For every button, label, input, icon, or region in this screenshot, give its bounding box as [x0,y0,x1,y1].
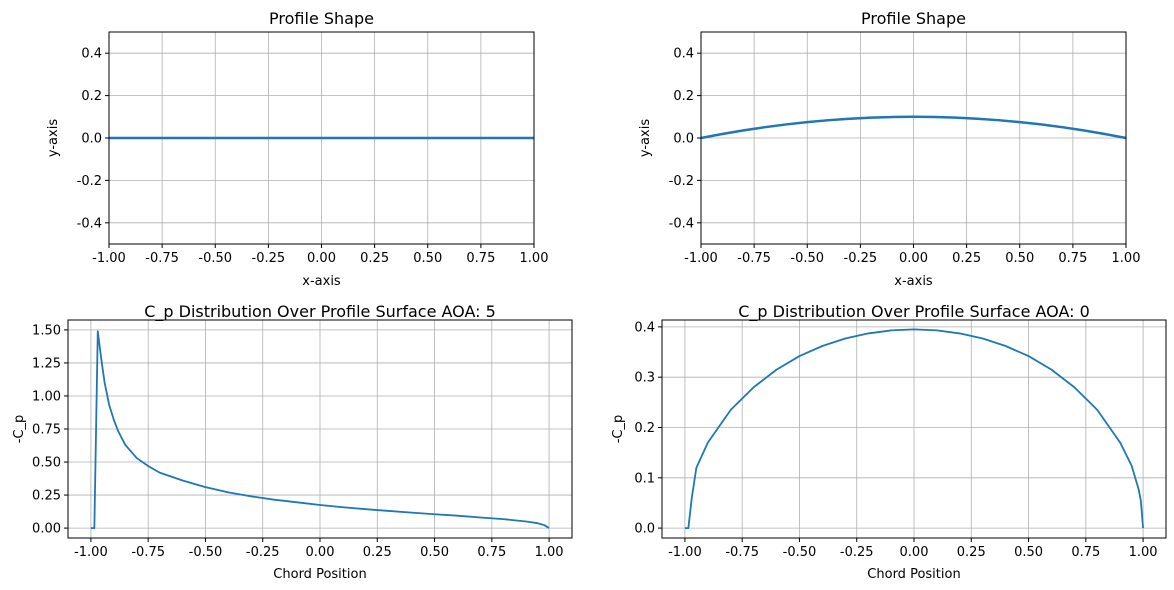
x-tick-label: 1.00 [1129,545,1158,560]
x-axis-label: Chord Position [867,567,960,582]
y-tick-label: 0.00 [32,522,61,537]
y-tick-label: -0.2 [669,174,694,189]
y-tick-label: 0.0 [81,132,102,147]
x-tick-label: -0.75 [725,545,759,560]
y-tick-label: -0.4 [77,216,102,231]
x-tick-label: 0.50 [420,545,449,560]
y-tick-label: 0.1 [634,471,655,486]
x-tick-label: 1.00 [520,251,549,266]
y-tick-label: 0.2 [634,421,655,436]
x-tick-label: 0.00 [306,545,335,560]
y-tick-label: 0.0 [673,132,694,147]
x-tick-label: 0.00 [899,251,928,266]
x-tick-label: 0.00 [900,545,929,560]
x-tick-label: -0.50 [198,251,232,266]
x-tick-label: -0.25 [252,251,286,266]
x-tick-label: 0.25 [957,545,986,560]
x-tick-label: -0.50 [783,545,817,560]
y-tick-label: 0.0 [634,522,655,537]
subplot-profile-shape-cambered: -1.00 -0.75 -0.50 -0.25 0.00 0.25 0.50 0.75 1.00… [638,9,1140,289]
x-tick-label: 1.00 [535,545,564,560]
series-line-0 [700,115,1127,140]
x-tick-label: -0.75 [145,251,179,266]
x-tick-label: 0.75 [466,251,495,266]
y-tick-label: 0.4 [634,320,655,335]
y-tick-label: 0.2 [673,89,694,104]
y-tick-label: 0.25 [32,489,61,504]
x-tick-label: 0.25 [952,251,981,266]
x-tick-label: -0.50 [790,251,824,266]
x-tick-label: 0.50 [413,251,442,266]
chart-title: C_p Distribution Over Profile Surface AO… [738,302,1090,322]
y-tick-label: 0.4 [673,47,694,62]
y-tick-label: 0.2 [81,89,102,104]
y-tick-label: 1.50 [32,323,61,338]
series-line-0 [684,328,1144,529]
axes-frame [108,31,535,245]
x-tick-label: -1.00 [92,251,126,266]
x-tick-label: -0.25 [840,545,874,560]
y-tick-label: 1.00 [32,389,61,404]
y-tick-label: 0.50 [32,456,61,471]
y-axis-label: -C_p [611,415,626,444]
subplot-profile-shape-flat: -1.00 -0.75 -0.50 -0.25 0.00 0.25 0.50 0.75 1.00… [46,9,548,289]
axes-frame [67,319,573,539]
x-tick-label: 0.75 [1071,545,1100,560]
subplot-cp-distribution-aoa-5: -1.00 -0.75 -0.50 -0.25 0.00 0.25 0.50 0.75 1.00… [12,302,573,582]
y-tick-label: 0.75 [32,423,61,438]
x-tick-label: -0.25 [246,545,280,560]
y-axis-label: -C_p [12,415,27,444]
y-tick-label: -0.2 [77,174,102,189]
x-tick-label: -0.50 [189,545,223,560]
y-tick-label: 0.4 [81,47,102,62]
y-tick-label: 0.3 [634,371,655,386]
x-tick-label: 0.75 [1058,251,1087,266]
x-axis-label: Chord Position [273,567,366,582]
x-tick-label: 0.50 [1014,545,1043,560]
subplot-cp-distribution-aoa-0: -1.00 -0.75 -0.50 -0.25 0.00 0.25 0.50 0.75 1.00… [611,302,1167,582]
y-tick-label: 1.25 [32,356,61,371]
x-tick-label: 0.25 [360,251,389,266]
x-axis-label: x-axis [302,274,341,289]
x-tick-label: 0.50 [1005,251,1034,266]
axes-frame [661,319,1167,539]
x-tick-label: 0.00 [307,251,336,266]
x-tick-label: -1.00 [74,545,108,560]
chart-title: Profile Shape [269,9,374,28]
axes-frame [700,31,1127,245]
x-tick-label: 1.00 [1112,251,1141,266]
x-tick-label: -0.75 [737,251,771,266]
y-axis-label: y-axis [46,119,61,157]
x-tick-label: -1.00 [684,251,718,266]
x-tick-label: -1.00 [668,545,702,560]
series-line-0 [90,330,550,529]
y-axis-label: y-axis [638,119,653,157]
x-tick-label: 0.75 [477,545,506,560]
x-axis-label: x-axis [894,274,933,289]
y-tick-label: -0.4 [669,216,694,231]
x-tick-label: 0.25 [363,545,392,560]
x-tick-label: -0.25 [844,251,878,266]
x-tick-label: -0.75 [131,545,165,560]
chart-title: Profile Shape [861,9,966,28]
chart-title: C_p Distribution Over Profile Surface AO… [144,302,496,322]
